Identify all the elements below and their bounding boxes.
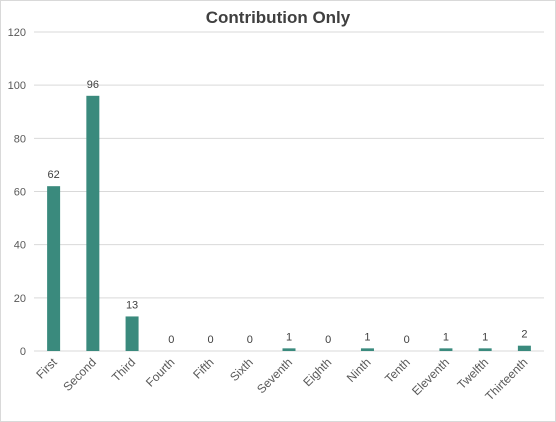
category-label-fifth: Fifth <box>190 355 216 381</box>
bar-second <box>86 95 100 351</box>
data-label-thirteenth: 2 <box>521 329 527 341</box>
data-label-ninth: 1 <box>364 331 370 343</box>
bar-seventh <box>282 348 296 351</box>
category-label-first: First <box>33 355 60 382</box>
category-label-third: Third <box>109 355 138 384</box>
y-tick-label: 0 <box>20 346 26 358</box>
bar-thirteenth <box>517 345 531 351</box>
bars <box>47 95 531 351</box>
y-tick-label: 120 <box>8 27 26 39</box>
data-label-eighth: 0 <box>325 334 331 346</box>
data-label-twelfth: 1 <box>482 331 488 343</box>
category-label-seventh: Seventh <box>254 355 295 396</box>
bar-first <box>47 186 61 351</box>
data-label-sixth: 0 <box>247 334 253 346</box>
category-label-fourth: Fourth <box>143 355 177 389</box>
bar-eleventh <box>439 348 453 351</box>
category-label-tenth: Tenth <box>382 355 413 386</box>
data-label-seventh: 1 <box>286 331 292 343</box>
data-label-eleventh: 1 <box>443 331 449 343</box>
bar-twelfth <box>478 348 492 351</box>
data-label-second: 96 <box>87 79 99 91</box>
category-label-eleventh: Eleventh <box>409 355 452 398</box>
category-label-eighth: Eighth <box>300 355 334 389</box>
category-label-sixth: Sixth <box>227 355 256 384</box>
data-label-fifth: 0 <box>207 334 213 346</box>
gridlines <box>34 31 544 352</box>
data-label-third: 13 <box>126 299 138 311</box>
bar-ninth <box>360 348 374 351</box>
data-label-tenth: 0 <box>404 334 410 346</box>
y-tick-label: 60 <box>14 187 26 199</box>
category-label-twelfth: Twelfth <box>454 355 491 392</box>
data-label-first: 62 <box>47 169 59 181</box>
bar-third <box>125 316 139 351</box>
y-tick-label: 100 <box>8 80 26 92</box>
y-tick-label: 40 <box>14 240 26 252</box>
category-label-thirteenth: Thirteenth <box>482 355 530 403</box>
y-axis-tick-labels: 0 20 40 60 80 100 120 <box>8 27 26 358</box>
category-label-ninth: Ninth <box>344 355 374 385</box>
chart-title: Contribution Only <box>205 8 351 27</box>
data-label-fourth: 0 <box>168 334 174 346</box>
y-tick-label: 20 <box>14 293 26 305</box>
category-label-second: Second <box>60 355 99 394</box>
y-tick-label: 80 <box>14 133 26 145</box>
